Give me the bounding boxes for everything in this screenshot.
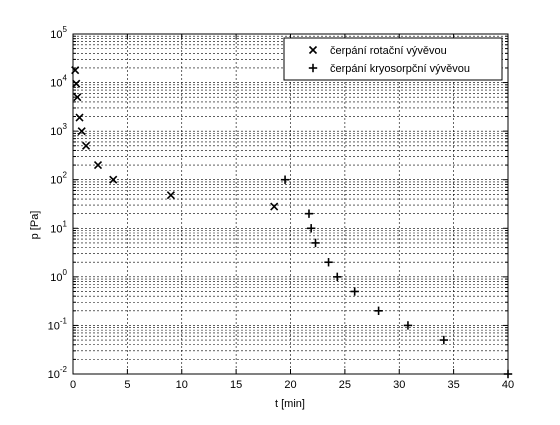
y-tick-base: 10 [50, 78, 62, 90]
y-tick-label: 103 [50, 122, 67, 138]
data-point-rotary [109, 175, 118, 184]
data-point-cryosorption [374, 306, 383, 316]
y-tick-base: 10 [50, 272, 62, 284]
y-tick-label: 102 [50, 171, 67, 187]
marker-stroke [72, 79, 81, 88]
y-tick-base: 10 [48, 320, 60, 332]
y-axis-label: p [Pa] [29, 211, 41, 240]
y-tick-base: 10 [50, 175, 62, 187]
data-point-cryosorption [304, 209, 314, 218]
y-tick-base: 10 [50, 29, 62, 41]
marker-stroke [75, 113, 84, 122]
data-point-cryosorption [306, 224, 316, 233]
x-tick-label: 5 [124, 379, 130, 391]
y-tick-exponent: 5 [63, 25, 68, 34]
y-tick-base: 10 [48, 369, 60, 381]
x-tick-labels: 0 5 10 15 20 25 30 35 40 [70, 379, 514, 391]
y-tick-label: 104 [50, 74, 67, 90]
marker-stroke [166, 191, 175, 200]
x-tick-label: 35 [448, 379, 460, 391]
marker-stroke [77, 127, 86, 136]
y-tick-exponent: -1 [60, 316, 68, 325]
data-point-rotary [77, 127, 86, 136]
y-tick-base: 10 [50, 223, 62, 235]
y-tick-exponent: 2 [63, 171, 68, 180]
data-point-rotary [81, 141, 91, 150]
data-point-cryosorption [324, 258, 333, 267]
marker-stroke [308, 45, 318, 55]
plot-frame [72, 33, 509, 375]
marker-stroke [270, 202, 279, 211]
y-tick-label: 10-1 [48, 316, 68, 332]
data-point-rotary [270, 202, 279, 211]
legend-entry: čerpání kryosorpční vývěvou [330, 63, 470, 75]
legend: čerpání rotační vývěvou čerpání kryosorpč… [283, 37, 503, 81]
data-point-rotary [93, 161, 103, 170]
legend-box [283, 37, 503, 81]
y-tick-label: 100 [50, 268, 67, 284]
y-tick-exponent: 4 [63, 74, 68, 83]
x-tick-label: 15 [230, 379, 242, 391]
legend-marker [308, 63, 318, 73]
marker-stroke [93, 161, 103, 170]
marker-stroke [109, 175, 118, 184]
y-tick-label: 10-2 [48, 365, 68, 381]
x-axis-label: t [min] [275, 398, 305, 410]
x-tick-label: 25 [339, 379, 351, 391]
data-point-cryosorption [311, 238, 320, 248]
data-point-cryosorption [350, 287, 359, 296]
data-point-rotary [73, 93, 82, 102]
y-tick-label: 101 [50, 219, 67, 235]
y-tick-label: 105 [50, 25, 67, 41]
data-point-cryosorption [439, 335, 449, 345]
y-tick-exponent: 3 [63, 122, 68, 131]
data-point-rotary [75, 113, 84, 122]
data-points [71, 66, 513, 379]
x-tick-label: 30 [393, 379, 405, 391]
legend-entry: čerpání rotační vývěvou [330, 45, 447, 57]
x-tick-label: 0 [70, 379, 76, 391]
data-point-cryosorption [333, 272, 342, 282]
data-point-rotary [166, 191, 175, 200]
y-tick-exponent: 1 [63, 219, 68, 228]
x-tick-label: 20 [284, 379, 296, 391]
y-tick-exponent: 0 [63, 268, 68, 277]
data-point-cryosorption [403, 321, 413, 330]
y-tick-exponent: -2 [60, 365, 68, 374]
data-point-rotary [72, 79, 81, 88]
data-point-cryosorption [280, 175, 290, 184]
x-tick-label: 10 [176, 379, 188, 391]
x-tick-label: 40 [502, 379, 514, 391]
marker-stroke [81, 141, 91, 150]
marker-stroke [73, 93, 82, 102]
y-tick-base: 10 [50, 126, 62, 138]
legend-marker [308, 45, 318, 55]
